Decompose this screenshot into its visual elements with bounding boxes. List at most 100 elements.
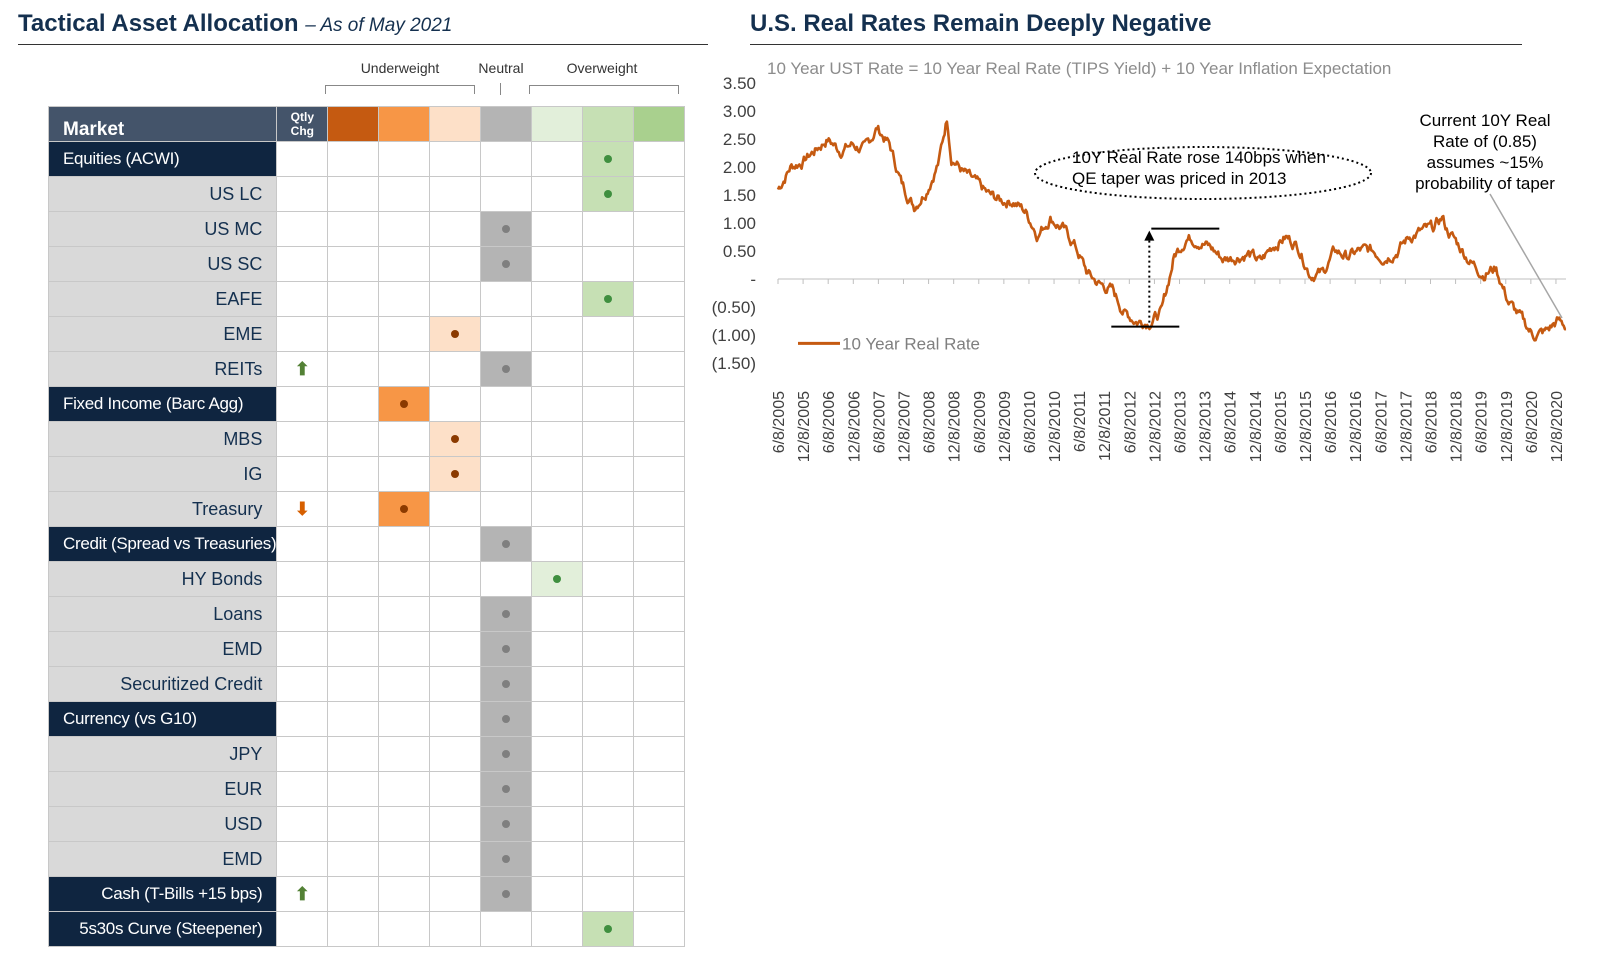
x-tick-label: 6/8/2008 [922,391,939,453]
position-dot-icon [604,190,613,198]
scale-cell [429,176,482,212]
scale-cell [327,911,380,947]
taper-arrow-head-icon [1144,230,1155,241]
x-tick-label: 12/8/2005 [796,391,813,462]
scale-cell [378,841,431,877]
scale-cell [429,386,482,422]
scale-cell [582,281,635,317]
scale-cell [480,316,533,352]
scale-cell [582,141,635,177]
position-dot-icon [502,750,511,758]
scale-cell [429,316,482,352]
scale-cell [531,456,584,492]
scale-swatch-6 [633,106,686,142]
scale-cell [327,596,380,632]
row-label: EME [47,316,278,352]
x-tick-label: 6/8/2006 [821,391,838,453]
scale-cell [531,351,584,387]
x-tick-label: 6/8/2009 [972,391,989,453]
position-dot-icon [604,155,613,163]
arrow-up-icon: ⬆ [294,359,310,379]
scale-cell [429,841,482,877]
qtly-chg-cell [276,911,329,947]
qtly-chg-cell [276,176,329,212]
current-annotation-pointer [1489,193,1563,319]
left-title-rule [18,44,708,45]
scale-cell [582,421,635,457]
qtly-chg-cell [276,806,329,842]
row-label: MBS [47,421,278,457]
x-tick-label: 12/8/2014 [1248,391,1265,462]
row-label: REITs [47,351,278,387]
table-row: Cash (T-Bills +15 bps) ⬆ [47,876,686,912]
table-row: Credit (Spread vs Treasuries) [47,526,686,562]
scale-cell [531,911,584,947]
y-tick-label: 2.50 [723,130,756,149]
scale-cell [633,841,686,877]
x-tick-label: 12/8/2017 [1398,391,1415,462]
scale-cell [582,736,635,772]
qtly-chg-cell [276,736,329,772]
scale-cell [429,561,482,597]
scale-cell [531,596,584,632]
chart-title: U.S. Real Rates Remain Deeply Negative [750,10,1212,37]
scale-cell [633,876,686,912]
x-tick-label: 12/8/2020 [1549,391,1566,462]
row-label: JPY [47,736,278,772]
y-tick-label: 3.50 [723,74,756,93]
scale-cell [531,281,584,317]
scale-cell [582,806,635,842]
scale-cell [429,701,482,737]
row-label: Treasury [47,491,278,527]
qtly-chg-cell [276,771,329,807]
scale-swatch-0 [327,106,380,142]
row-label: USD [47,806,278,842]
qtly-chg-cell [276,211,329,247]
scale-cell [531,316,584,352]
scale-cell [327,421,380,457]
row-label: Fixed Income (Barc Agg) [47,386,278,422]
scale-cell [633,666,686,702]
scale-cell [429,666,482,702]
chart-subtitle: 10 Year UST Rate = 10 Year Real Rate (TI… [767,59,1391,78]
qtly-chg-cell [276,631,329,667]
scale-cell [480,526,533,562]
y-tick-label: 2.00 [723,158,756,177]
scale-cell [531,631,584,667]
scale-cell [480,701,533,737]
qtly-chg-cell [276,316,329,352]
scale-cell [327,876,380,912]
scale-cell [480,281,533,317]
scale-cell [429,491,482,527]
row-label: US LC [47,176,278,212]
row-label: IG [47,456,278,492]
position-dot-icon [400,400,409,408]
position-dot-icon [502,540,511,548]
scale-cell [429,876,482,912]
scale-cell [633,596,686,632]
position-dot-icon [451,470,460,478]
x-tick-label: 6/8/2019 [1474,391,1491,453]
scale-cell [480,841,533,877]
scale-cell [327,316,380,352]
scale-cell [429,351,482,387]
scale-cell [633,561,686,597]
scale-cell [327,526,380,562]
scale-cell [429,141,482,177]
chg-label: Chg [290,124,314,138]
position-dot-icon [502,260,511,268]
x-tick-label: 12/8/2012 [1147,391,1164,462]
current-annotation-line-3: assumes ~15% [1426,153,1544,172]
scale-cell [327,841,380,877]
scale-cell [582,316,635,352]
scale-cell [582,211,635,247]
scale-cell [582,176,635,212]
scale-cell [531,876,584,912]
scale-cell [480,141,533,177]
taa-subtitle: – As of May 2021 [305,15,453,36]
position-dot-icon [553,575,562,583]
scale-cell [582,666,635,702]
scale-cell [633,386,686,422]
x-tick-label: 6/8/2014 [1223,391,1240,453]
scale-cell [378,666,431,702]
